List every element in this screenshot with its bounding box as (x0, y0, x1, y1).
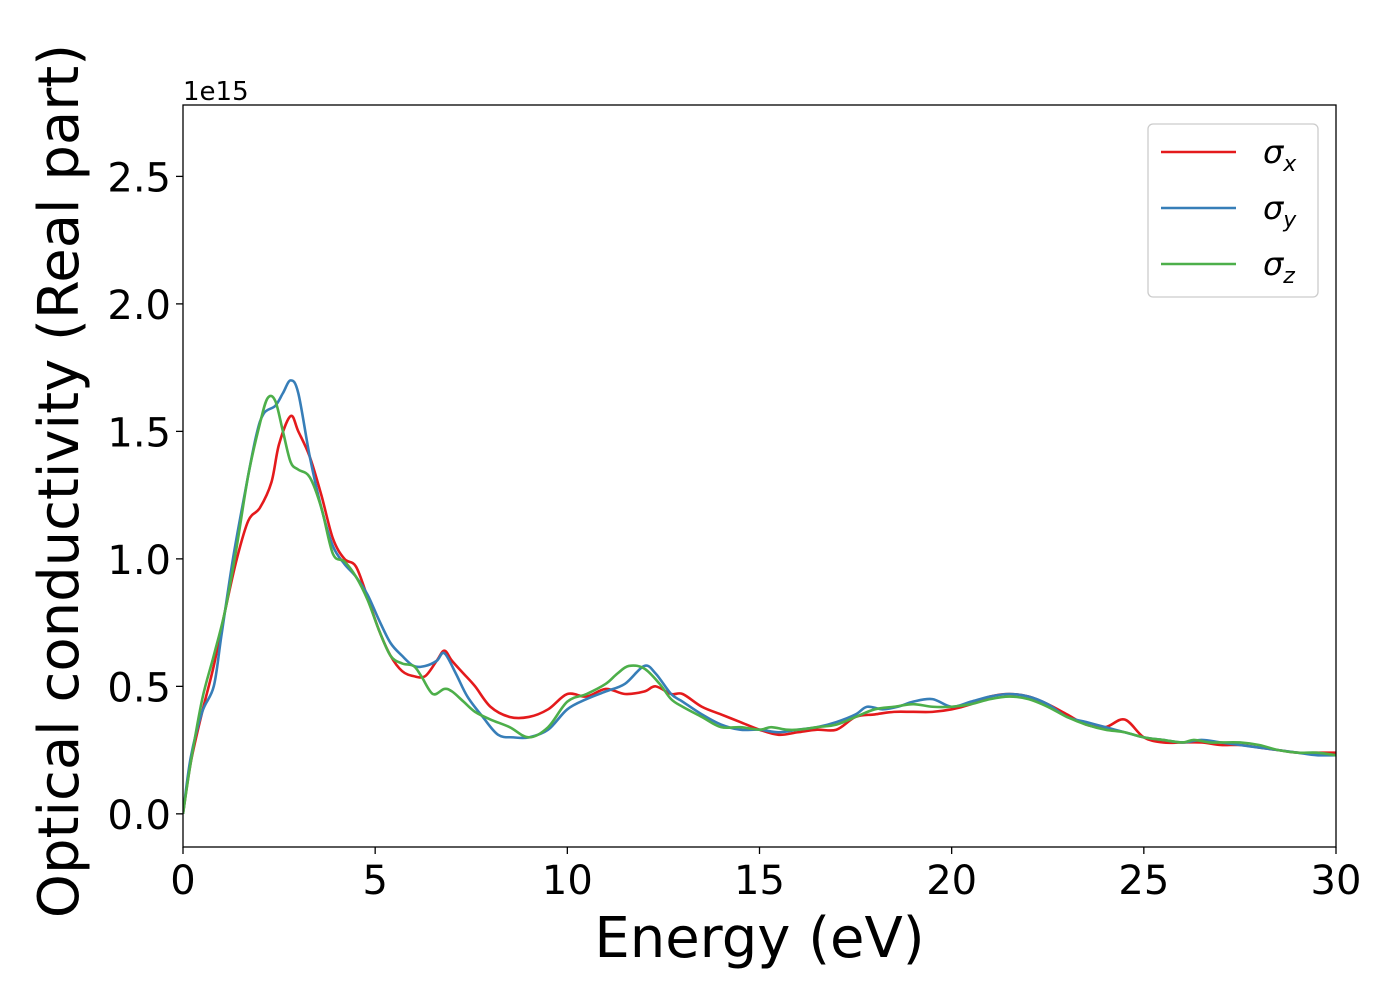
x-tick-label: 30 (1311, 858, 1362, 904)
y-axis-label: Optical conductivity (Real part) (27, 44, 92, 918)
x-tick-label: 0 (170, 858, 195, 904)
series-layer (183, 379, 1336, 815)
series-line-x (183, 414, 1336, 815)
y-tick-label: 2.5 (107, 155, 171, 201)
y-axis-ticks: 0.0 0.5 1.0 1.5 2.0 2.5 (107, 155, 183, 839)
x-axis-label: Energy (eV) (594, 906, 924, 971)
y-tick-label: 2.0 (107, 283, 171, 329)
legend-box (1147, 123, 1319, 298)
y-tick-label: 0.0 (107, 793, 171, 839)
legend: σx σy σz (1147, 123, 1319, 298)
legend-label-z: σz (1263, 245, 1295, 289)
y-tick-label: 1.5 (107, 410, 171, 456)
x-tick-label: 20 (926, 858, 977, 904)
x-tick-label: 10 (542, 858, 593, 904)
x-tick-label: 15 (734, 858, 785, 904)
x-tick-label: 25 (1118, 858, 1169, 904)
legend-label-y: σy (1263, 189, 1297, 233)
y-offset-label: 1e15 (183, 77, 249, 107)
x-axis-ticks: 0 5 10 15 20 25 30 (170, 847, 1361, 904)
legend-label-x: σx (1263, 133, 1297, 177)
x-tick-label: 5 (362, 858, 387, 904)
y-tick-label: 0.5 (107, 665, 171, 711)
y-tick-label: 1.0 (107, 538, 171, 584)
series-line-y (183, 379, 1336, 815)
series-line-z (183, 394, 1336, 815)
